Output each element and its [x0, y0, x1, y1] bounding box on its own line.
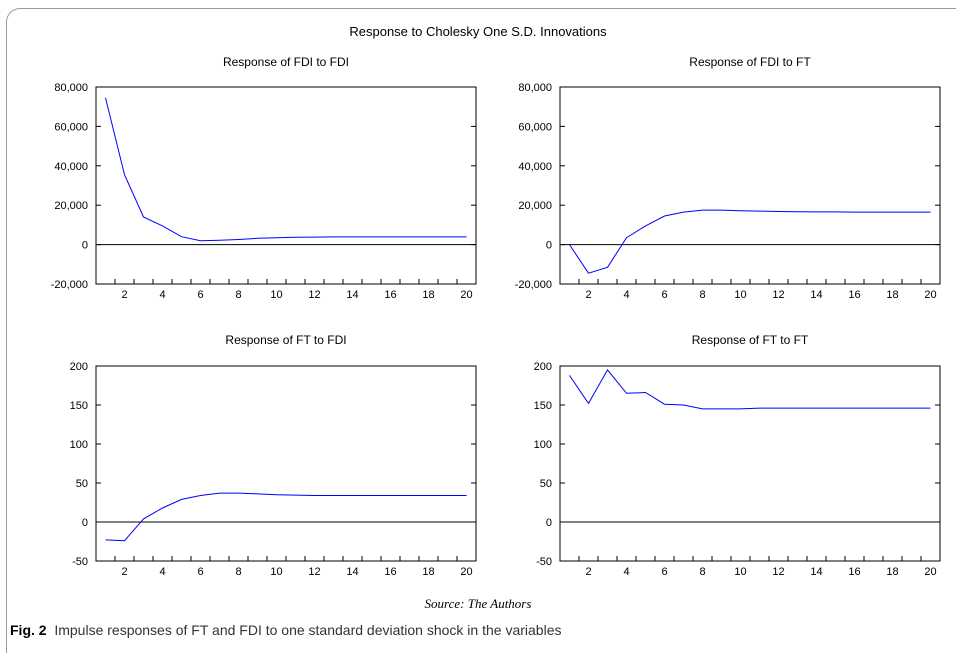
y-tick-label: 60,000: [54, 121, 88, 133]
x-tick-label: 18: [422, 566, 434, 578]
y-tick-label: 50: [540, 478, 552, 490]
x-tick-label: 4: [159, 289, 165, 301]
y-tick-label: -50: [536, 556, 552, 568]
x-tick-label: 14: [810, 289, 822, 301]
caption-text: Impulse responses of FT and FDI to one s…: [54, 622, 562, 638]
y-tick-label: 80,000: [518, 82, 552, 94]
source-note: Source: The Authors: [424, 596, 532, 611]
x-tick-label: 20: [924, 566, 936, 578]
y-tick-label: 150: [70, 400, 88, 412]
impulse-response-line: [105, 492, 467, 542]
x-tick-label: 18: [422, 289, 434, 301]
panel-title: Response of FT to FT: [692, 333, 809, 347]
x-tick-label: 16: [384, 566, 396, 578]
y-tick-label: 60,000: [518, 121, 552, 133]
y-tick-label: 20,000: [518, 200, 552, 212]
x-tick-label: 6: [197, 289, 203, 301]
x-tick-label: 8: [699, 566, 705, 578]
y-tick-label: 80,000: [54, 82, 88, 94]
x-tick-label: 12: [772, 566, 784, 578]
plot-frame: [559, 365, 941, 562]
y-tick-label: 0: [82, 517, 88, 529]
x-tick-label: 4: [623, 289, 629, 301]
y-tick-label: 0: [546, 240, 552, 252]
x-tick-label: 12: [308, 566, 320, 578]
y-tick-label: 0: [82, 240, 88, 252]
x-tick-label: 4: [159, 566, 165, 578]
figure-caption: Fig. 2 Impulse responses of FT and FDI t…: [10, 622, 561, 638]
x-tick-label: 14: [346, 566, 358, 578]
y-tick-label: 200: [534, 361, 552, 373]
impulse-response-line: [105, 97, 467, 242]
plot-frame: [95, 365, 477, 562]
impulse-response-line: [569, 369, 931, 410]
y-tick-label: -20,000: [515, 279, 552, 291]
x-tick-label: 6: [661, 289, 667, 301]
x-tick-label: 2: [585, 566, 591, 578]
plot-frame: [95, 86, 477, 285]
impulse-response-line: [569, 209, 931, 274]
x-tick-label: 14: [810, 566, 822, 578]
x-tick-label: 8: [235, 289, 241, 301]
figure-frame: [6, 8, 956, 653]
x-tick-label: 10: [270, 566, 282, 578]
x-tick-label: 10: [734, 289, 746, 301]
x-tick-label: 2: [585, 289, 591, 301]
y-tick-label: 100: [70, 439, 88, 451]
y-tick-label: 20,000: [54, 200, 88, 212]
x-tick-label: 20: [460, 566, 472, 578]
x-tick-label: 12: [772, 289, 784, 301]
figure-title: Response to Cholesky One S.D. Innovation…: [349, 24, 607, 39]
x-tick-label: 16: [384, 289, 396, 301]
y-tick-label: 150: [534, 400, 552, 412]
x-tick-label: 18: [886, 289, 898, 301]
panel-title: Response of FDI to FT: [689, 55, 811, 69]
x-tick-label: 20: [460, 289, 472, 301]
x-tick-label: 20: [924, 289, 936, 301]
x-tick-label: 10: [270, 289, 282, 301]
x-tick-label: 8: [699, 289, 705, 301]
x-tick-label: 2: [121, 289, 127, 301]
x-tick-label: 2: [121, 566, 127, 578]
x-tick-label: 16: [848, 289, 860, 301]
y-tick-label: 50: [76, 478, 88, 490]
x-tick-label: 6: [197, 566, 203, 578]
x-tick-label: 14: [346, 289, 358, 301]
x-tick-label: 18: [886, 566, 898, 578]
x-tick-label: 10: [734, 566, 746, 578]
x-tick-label: 6: [661, 566, 667, 578]
y-tick-label: 40,000: [54, 161, 88, 173]
x-tick-label: 4: [623, 566, 629, 578]
impulse-response-charts: Response of FDI to FDI 80,000 60,000 40,000…: [51, 55, 941, 578]
y-tick-label: -20,000: [51, 279, 88, 291]
panel-title: Response of FDI to FDI: [223, 55, 349, 69]
x-tick-label: 12: [308, 289, 320, 301]
y-tick-label: -50: [72, 556, 88, 568]
y-tick-label: 100: [534, 439, 552, 451]
panel-title: Response of FT to FDI: [225, 333, 346, 347]
y-tick-label: 0: [546, 517, 552, 529]
x-tick-label: 8: [235, 566, 241, 578]
x-tick-label: 16: [848, 566, 860, 578]
caption-label: Fig. 2: [10, 622, 47, 638]
y-tick-label: 40,000: [518, 161, 552, 173]
y-tick-label: 200: [70, 361, 88, 373]
plot-frame: [559, 86, 941, 285]
